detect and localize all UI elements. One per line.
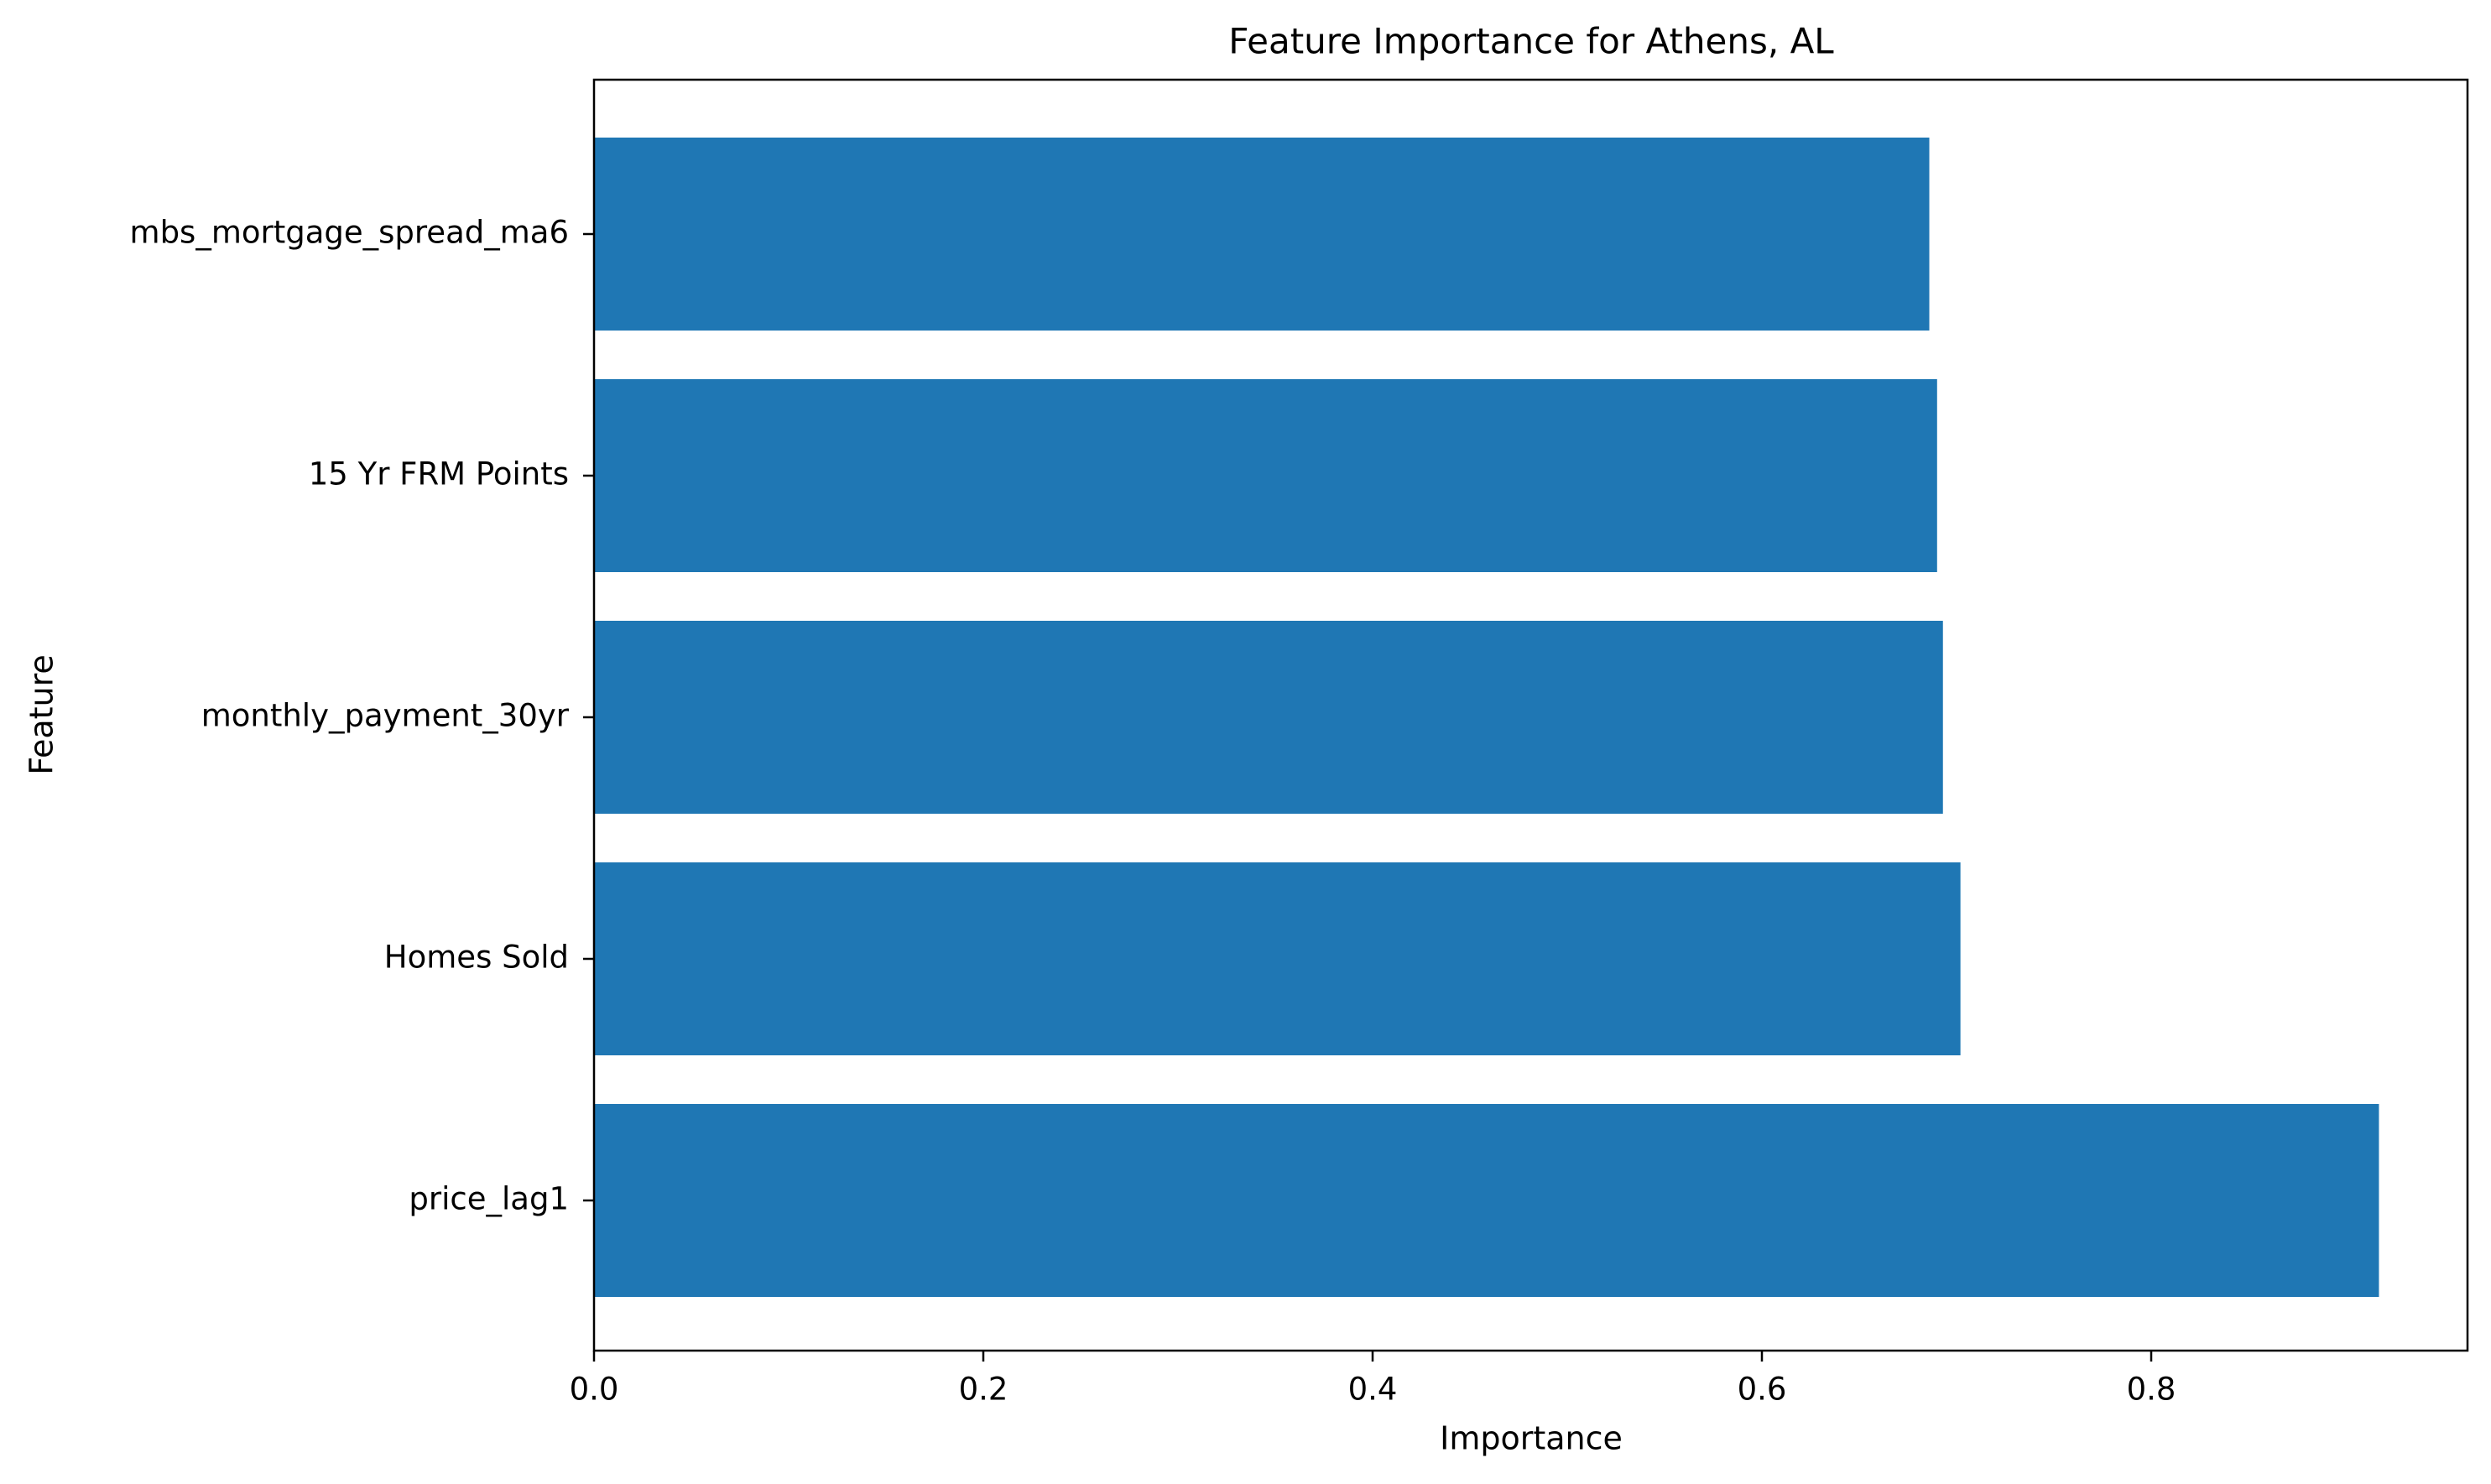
bar-homes-sold — [594, 862, 1961, 1055]
y-tick-label: price_lag1 — [409, 1181, 569, 1217]
bar-price-lag1 — [594, 1104, 2379, 1297]
x-tick-label: 0.0 — [570, 1372, 619, 1408]
x-axis-label: Importance — [1440, 1420, 1623, 1457]
bars-group — [594, 138, 2379, 1297]
chart-title: Feature Importance for Athens, AL — [1228, 21, 1834, 62]
y-axis-label: Feature — [23, 654, 60, 775]
x-tick-label: 0.2 — [959, 1372, 1008, 1408]
x-tick-label: 0.4 — [1348, 1372, 1398, 1408]
bar-mbs-mortgage-spread-ma6 — [594, 138, 1930, 331]
x-tick-label: 0.6 — [1738, 1372, 1787, 1408]
x-tick-label: 0.8 — [2127, 1372, 2176, 1408]
y-tick-label: 15 Yr FRM Points — [309, 456, 569, 492]
bar-monthly-payment-30yr — [594, 621, 1943, 814]
y-ticks-group: mbs_mortgage_spread_ma6 15 Yr FRM Points m… — [130, 215, 594, 1217]
y-tick-label: monthly_payment_30yr — [201, 698, 570, 734]
x-ticks-group: 0.0 0.2 0.4 0.6 0.8 — [570, 1351, 2176, 1408]
y-tick-label: Homes Sold — [384, 940, 569, 976]
bar-15-yr-frm-points — [594, 379, 1937, 572]
y-tick-label: mbs_mortgage_spread_ma6 — [130, 215, 569, 251]
plot-frame — [592, 78, 2469, 1352]
